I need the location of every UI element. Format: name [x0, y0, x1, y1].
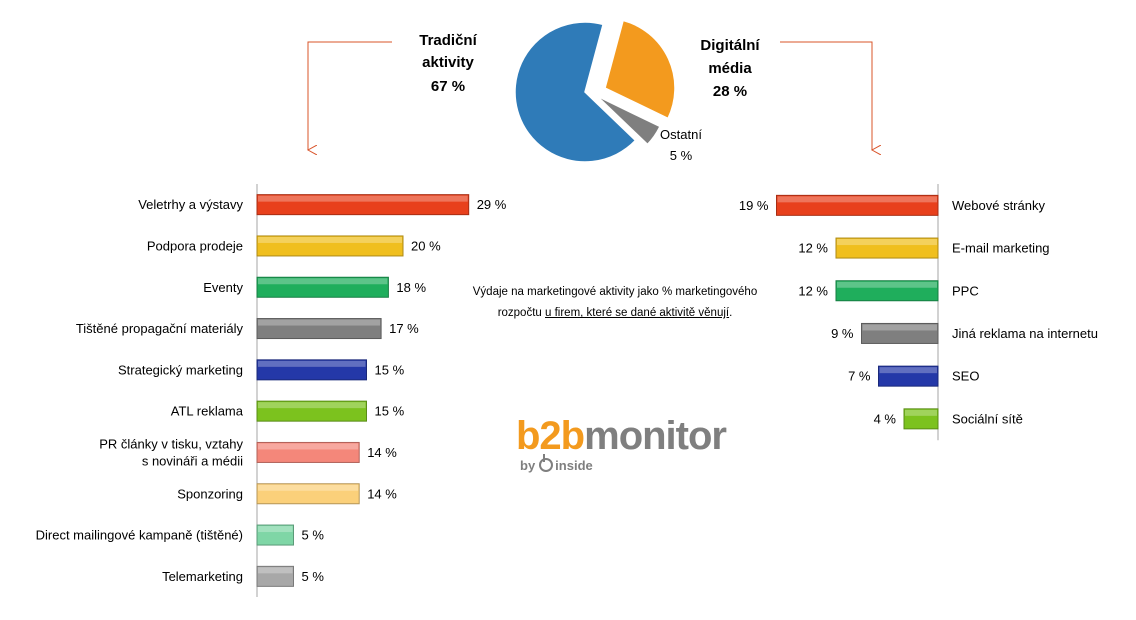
- pie-label-other-value: 5 %: [670, 148, 693, 163]
- value-label: 14 %: [367, 445, 397, 460]
- category-label: Eventy: [203, 280, 243, 295]
- category-label: Strategický marketing: [118, 362, 243, 377]
- pie-chart: Tradiční aktivity 67 % Digitální média 28 % Os…: [419, 19, 760, 163]
- pie-label-digi-line2: média: [708, 60, 752, 77]
- logo-monitor: monitor: [584, 414, 727, 458]
- connector-arrows: [308, 41, 872, 150]
- bar-highlight: [258, 484, 359, 491]
- category-label: Sociální sítě: [952, 411, 1023, 426]
- value-label: 5 %: [302, 528, 325, 543]
- bar-highlight: [905, 409, 937, 416]
- category-label: Veletrhy a výstavy: [138, 197, 243, 212]
- value-label: 5 %: [302, 569, 325, 584]
- pie-label-digi-line1: Digitální: [700, 37, 760, 54]
- bar-highlight: [258, 526, 293, 533]
- note-line-2-end: .: [729, 307, 733, 319]
- pie-slice-ostatni: [596, 95, 662, 146]
- digital-bar-chart: 19 % Webové stránky 12 % E-mail marketing 12…: [739, 184, 1098, 441]
- logo-b2b: b2b: [516, 414, 585, 458]
- bar-veletrhy-a-vystavy: [256, 194, 470, 216]
- pie-label-digi-value: 28 %: [713, 83, 747, 100]
- bar-highlight: [258, 319, 381, 326]
- bar-highlight: [837, 281, 937, 288]
- inside-logo-icon: [539, 454, 554, 472]
- logo-by: by: [520, 458, 536, 473]
- logo-wordmark: b2bmonitor: [516, 414, 727, 458]
- bar-highlight: [258, 236, 402, 243]
- value-label: 29 %: [477, 197, 507, 212]
- category-label: s novináři a médii: [142, 453, 243, 468]
- note-line-1: Výdaje na marketingové aktivity jako % m…: [472, 286, 758, 298]
- bar-highlight: [837, 239, 937, 246]
- b2bmonitor-logo: b2bmonitor by inside: [516, 414, 727, 473]
- right-connector-arrow: [780, 41, 872, 150]
- note-line-2-underlined: u firem, které se dané aktivitě věnují: [545, 307, 730, 319]
- value-label: 20 %: [411, 238, 441, 253]
- category-label: E-mail marketing: [952, 241, 1050, 256]
- bar-highlight: [879, 367, 937, 374]
- bar-eventy: [256, 276, 389, 298]
- bar-webove-stranky: [776, 194, 939, 216]
- value-label: 7 %: [848, 369, 871, 384]
- bar-podpora-prodeje: [256, 235, 404, 257]
- bar-ppc: [835, 280, 939, 302]
- category-label: Telemarketing: [162, 569, 243, 584]
- category-label: Podpora prodeje: [147, 238, 243, 253]
- note-line-2-plain: rozpočtu: [497, 307, 545, 319]
- bar-tistene-propagacni-materialy: [256, 318, 382, 340]
- category-label: Sponzoring: [177, 486, 243, 501]
- logo-byline: by inside: [520, 454, 726, 473]
- pie-label-other-name: Ostatní: [660, 127, 702, 142]
- logo-inside: inside: [555, 458, 593, 473]
- category-label: Tištěné propagační materiály: [76, 321, 244, 336]
- bar-pr-clanky-v-tisku-vztahy-s-novinari-a-medii: [256, 441, 360, 463]
- bar-highlight: [258, 443, 359, 450]
- bar-socialni-site: [903, 408, 939, 430]
- pie-label-trad-line1: Tradiční: [419, 32, 477, 49]
- bar-highlight: [258, 402, 366, 409]
- pie-label-trad-value: 67 %: [431, 78, 465, 95]
- bar-highlight: [258, 360, 366, 367]
- value-label: 18 %: [396, 280, 426, 295]
- value-label: 17 %: [389, 321, 419, 336]
- value-label: 12 %: [798, 241, 828, 256]
- value-label: 9 %: [831, 326, 854, 341]
- category-label: Direct mailingové kampaně (tištěné): [36, 528, 243, 543]
- category-label: Jiná reklama na internetu: [952, 326, 1098, 341]
- bar-e-mail-marketing: [835, 237, 939, 259]
- category-label: ATL reklama: [171, 404, 244, 419]
- bar-direct-mailingove-kampane-tistene: [256, 524, 294, 546]
- pie-slice-tradicni-aktivity: [514, 21, 637, 163]
- bar-sponzoring: [256, 483, 360, 505]
- bar-highlight: [258, 567, 293, 574]
- value-label: 19 %: [739, 198, 769, 213]
- category-label: SEO: [952, 369, 979, 384]
- left-connector-arrow: [308, 41, 392, 150]
- note-line-2: rozpočtu u firem, které se dané aktivitě…: [440, 303, 790, 324]
- bar-highlight: [258, 278, 388, 285]
- bar-highlight: [777, 196, 937, 203]
- bar-seo: [878, 365, 939, 387]
- value-label: 4 %: [874, 411, 897, 426]
- bar-highlight: [258, 195, 468, 202]
- chart-note: Výdaje na marketingové aktivity jako % m…: [440, 282, 790, 324]
- traditional-bar-chart: 29 % Veletrhy a výstavy 20 % Podpora prodej…: [36, 184, 507, 597]
- value-label: 12 %: [798, 283, 828, 298]
- bar-telemarketing: [256, 565, 294, 587]
- value-label: 15 %: [375, 404, 405, 419]
- pie-label-trad-line2: aktivity: [422, 54, 474, 71]
- bar-highlight: [862, 324, 937, 331]
- value-label: 14 %: [367, 486, 397, 501]
- category-label: PR články v tisku, vztahy: [99, 436, 243, 451]
- pie-slice-digitalni-media: [604, 19, 676, 120]
- bar-strategicky-marketing: [256, 359, 367, 381]
- category-label: Webové stránky: [952, 198, 1045, 213]
- category-label: PPC: [952, 283, 979, 298]
- bar-atl-reklama: [256, 400, 367, 422]
- value-label: 15 %: [375, 362, 405, 377]
- bar-jina-reklama-na-internetu: [861, 322, 939, 344]
